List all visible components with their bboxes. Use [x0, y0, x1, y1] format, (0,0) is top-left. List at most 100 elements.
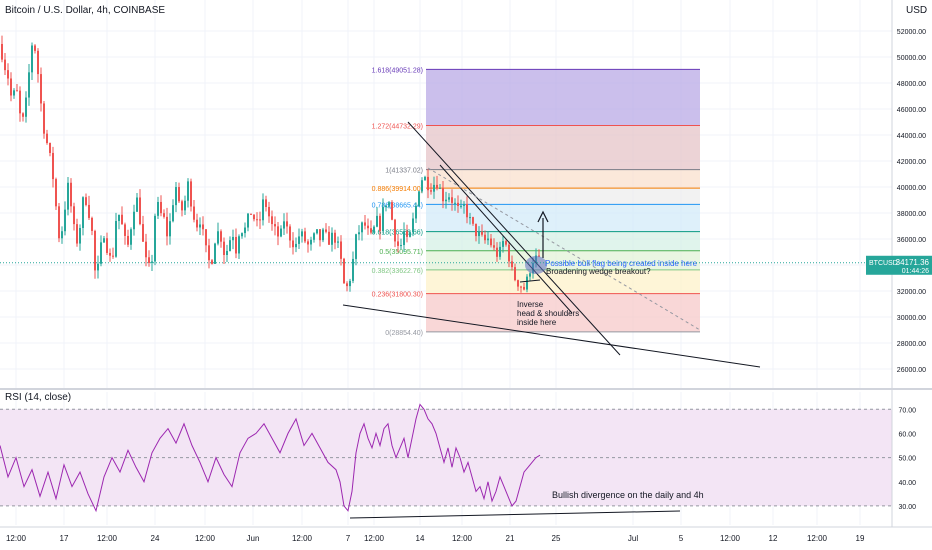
time-tick-label: 17: [60, 534, 69, 543]
candle-body: [40, 74, 42, 104]
candle-body: [319, 229, 321, 241]
candle-body: [304, 231, 306, 242]
candle-body: [124, 224, 126, 236]
fib-label: 0.786(38665.44): [372, 202, 423, 209]
candle-body: [106, 238, 108, 253]
fib-label: 0.5(35095.71): [379, 249, 423, 256]
price-tick-label: 50000.00: [897, 55, 926, 62]
candle-body: [403, 231, 405, 246]
time-tick-label: 12: [769, 534, 778, 543]
candle-body: [193, 206, 195, 220]
price-tick-label: 40000.00: [897, 185, 926, 192]
candle-body: [475, 223, 477, 237]
time-tick-label: 12:00: [6, 534, 27, 543]
time-tick-label: 21: [506, 534, 515, 543]
candle-body: [133, 211, 135, 230]
candle-body: [76, 224, 78, 244]
time-tick-label: 24: [151, 534, 160, 543]
candle-body: [91, 217, 93, 231]
fib-zone: [426, 125, 700, 170]
candle-body: [19, 90, 21, 114]
candle-body: [130, 229, 132, 245]
candle-body: [49, 143, 51, 153]
candle-body: [361, 222, 363, 233]
candle-body: [160, 201, 162, 214]
candle-body: [511, 261, 513, 268]
candle-body: [337, 241, 339, 243]
trendline-support: [342, 304, 761, 368]
candle-body: [256, 219, 258, 221]
rsi-tick-label: 40.00: [898, 480, 916, 487]
candle-body: [442, 187, 444, 202]
candle-body: [268, 206, 270, 217]
candle-body: [7, 70, 9, 79]
fib-label: 1.618(49051.28): [372, 67, 423, 74]
candle-body: [385, 205, 387, 208]
candle-body: [322, 229, 324, 241]
projection-line: [427, 167, 701, 331]
price-tick-label: 44000.00: [897, 133, 926, 140]
candle-body: [355, 234, 357, 259]
candle-body: [364, 222, 366, 226]
price-tick-label: 42000.00: [897, 159, 926, 166]
candle-body: [340, 241, 342, 259]
candle-body: [97, 263, 99, 271]
candle-body: [241, 233, 243, 237]
candle-body: [271, 216, 273, 225]
candle-body: [379, 215, 381, 231]
price-tag-value: 34171.36: [896, 258, 930, 267]
candle-body: [325, 229, 327, 232]
time-tick-label: 12:00: [292, 534, 313, 543]
candle-body: [94, 230, 96, 271]
candle-body: [469, 217, 471, 219]
time-tick-label: Jul: [628, 534, 638, 543]
candle-body: [331, 232, 333, 245]
time-tick-label: 19: [856, 534, 865, 543]
candle-body: [37, 50, 39, 75]
candle-body: [292, 240, 294, 248]
candle-body: [184, 200, 186, 211]
candle-body: [115, 220, 117, 257]
candle-body: [502, 241, 504, 247]
candle-body: [73, 206, 75, 225]
time-tick-label: 25: [552, 534, 561, 543]
candle-body: [205, 229, 207, 246]
candle-body: [427, 176, 429, 191]
candle-body: [352, 258, 354, 281]
candle-body: [88, 204, 90, 218]
candle-body: [400, 245, 402, 247]
candle-body: [223, 241, 225, 256]
candle-body: [244, 227, 246, 234]
candle-body: [178, 187, 180, 202]
time-tick-label: 14: [416, 534, 425, 543]
price-tick-label: 38000.00: [897, 211, 926, 218]
candle-body: [118, 214, 120, 221]
candle-body: [163, 213, 165, 217]
candle-body: [529, 273, 531, 277]
price-tag-bg: [866, 255, 932, 275]
candle-body: [142, 224, 144, 242]
candle-body: [151, 261, 153, 263]
ihs-text-2: head & shoulders: [517, 309, 579, 318]
candle-body: [34, 45, 36, 51]
candle-body: [496, 247, 498, 257]
candle-body: [478, 231, 480, 237]
candle-body: [394, 219, 396, 242]
fib-zone: [426, 269, 700, 294]
breakout-base: [519, 279, 541, 283]
candle-body: [508, 244, 510, 262]
fib-zone: [426, 204, 700, 232]
candle-body: [406, 231, 408, 237]
fib-label: 0(28854.40): [385, 330, 423, 337]
candle-body: [391, 202, 393, 220]
time-tick-label: 12:00: [720, 534, 741, 543]
candle-body: [514, 267, 516, 281]
candle-body: [127, 235, 129, 245]
candle-body: [187, 181, 189, 201]
candle-body: [199, 224, 201, 228]
candle-body: [367, 225, 369, 229]
candle-body: [4, 59, 6, 71]
price-tick-label: 52000.00: [897, 29, 926, 36]
fib-label: 0.236(31800.30): [372, 292, 423, 299]
candle-body: [253, 214, 255, 220]
